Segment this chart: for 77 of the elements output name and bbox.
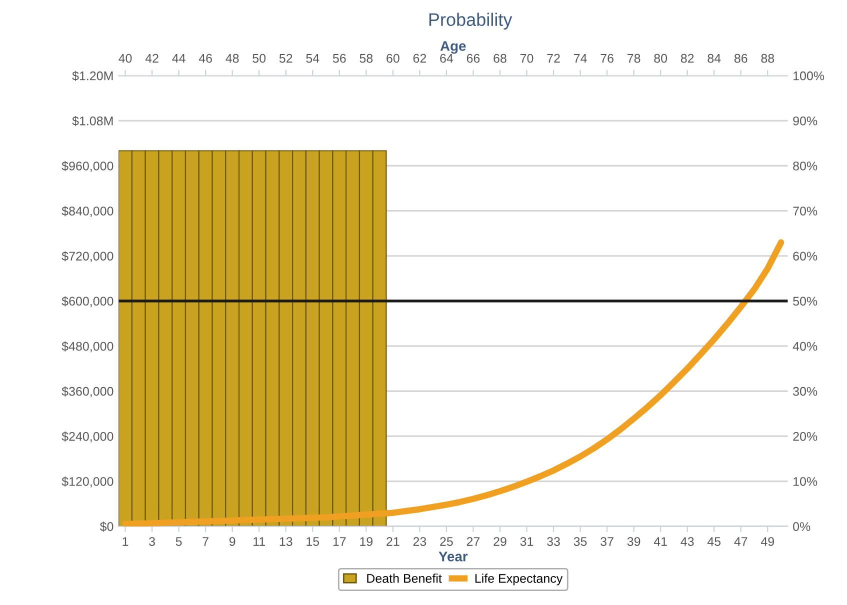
x2-tick-label: 58 [360, 54, 373, 63]
x-tick-label: 3 [149, 537, 155, 546]
y-tick-label: $1.08M [72, 116, 113, 126]
x2-tick-label: 44 [172, 54, 186, 63]
x2-tick-label: 84 [708, 54, 721, 63]
x-tick-label: 31 [520, 537, 534, 546]
x2-tick-label: 40 [118, 54, 132, 63]
x2-tick-label: 66 [466, 54, 480, 63]
x-axis-title: Year [438, 552, 468, 562]
x2-tick-label: 76 [600, 54, 614, 63]
x2-tick-label: 80 [654, 54, 668, 63]
x-tick-label: 25 [440, 537, 453, 546]
y2-tick-label: 10% [794, 477, 818, 486]
y-tick-label: $720,000 [62, 251, 114, 262]
y2-tick-label: 20% [793, 432, 818, 441]
x-tick-label: 1 [122, 537, 128, 546]
x-tick-label: 29 [494, 537, 506, 546]
x-tick-label: 15 [306, 537, 320, 546]
x2-tick-label: 48 [226, 54, 239, 63]
x2-tick-label: 54 [306, 54, 320, 63]
y-tick-label: $600,000 [62, 296, 114, 308]
y-tick-label: $360,000 [62, 386, 114, 398]
x-tick-label: 35 [574, 537, 587, 546]
x2-tick-label: 46 [198, 54, 212, 63]
x2-tick-label: 78 [628, 54, 640, 63]
legend-label: Life Expectancy [475, 574, 563, 586]
x2-tick-label: 70 [520, 54, 534, 63]
x2-tick-label: 50 [252, 54, 266, 63]
y2-tick-label: 70% [793, 206, 818, 216]
x-tick-label: 17 [333, 537, 346, 546]
x2-tick-label: 60 [386, 54, 400, 63]
x-tick-label: 23 [413, 537, 426, 546]
x2-tick-label: 64 [440, 54, 454, 63]
x-tick-label: 47 [734, 537, 748, 546]
y-tick-label: $120,000 [62, 476, 114, 488]
x2-tick-label: 86 [734, 54, 748, 63]
y-tick-label: $1.20M [72, 70, 113, 82]
y-tick-label: $240,000 [62, 431, 114, 442]
y2-tick-label: 100% [794, 71, 824, 80]
x-tick-label: 33 [547, 537, 560, 546]
y-tick-label: $840,000 [62, 206, 114, 217]
x-tick-label: 9 [229, 537, 236, 546]
x-tick-label: 45 [707, 537, 721, 546]
chart-title: Probability [429, 12, 512, 30]
y2-tick-label: 30% [793, 386, 818, 396]
x-tick-label: 21 [386, 537, 400, 546]
x-tick-label: 5 [176, 537, 182, 546]
x2-tick-label: 72 [547, 54, 560, 63]
x-tick-label: 43 [680, 537, 694, 546]
x2-tick-label: 88 [761, 54, 774, 63]
x-tick-label: 11 [254, 537, 265, 546]
x-tick-label: 37 [600, 537, 614, 546]
x2-tick-label: 62 [413, 54, 426, 63]
x2-tick-label: 52 [279, 54, 292, 63]
legend-label: Death Benefit [367, 574, 442, 583]
x2-tick-label: 74 [574, 54, 587, 63]
x2-tick-label: 56 [332, 54, 346, 63]
x2-tick-label: 82 [680, 54, 694, 63]
x-tick-label: 19 [360, 537, 373, 546]
x-tick-label: 49 [760, 537, 774, 546]
y2-tick-label: 90% [793, 116, 818, 126]
x-tick-label: 41 [654, 537, 667, 546]
y2-tick-label: 40% [792, 342, 818, 351]
x-tick-label: 7 [202, 537, 208, 546]
x-tick-label: 27 [466, 537, 480, 546]
x2-tick-label: 42 [145, 54, 158, 63]
y-tick-label: $960,000 [62, 161, 114, 172]
y2-tick-label: 0% [793, 522, 810, 531]
x2-tick-label: 68 [494, 54, 506, 63]
y-tick-label: $0 [100, 522, 114, 532]
x-tick-label: 13 [280, 537, 292, 546]
y-tick-label: $480,000 [62, 341, 114, 352]
x-tick-label: 39 [627, 537, 640, 546]
x2-axis-title: Age [440, 41, 466, 54]
y2-tick-label: 80% [793, 162, 818, 170]
y2-tick-label: 60% [793, 252, 818, 261]
y2-tick-label: 50% [793, 296, 818, 306]
